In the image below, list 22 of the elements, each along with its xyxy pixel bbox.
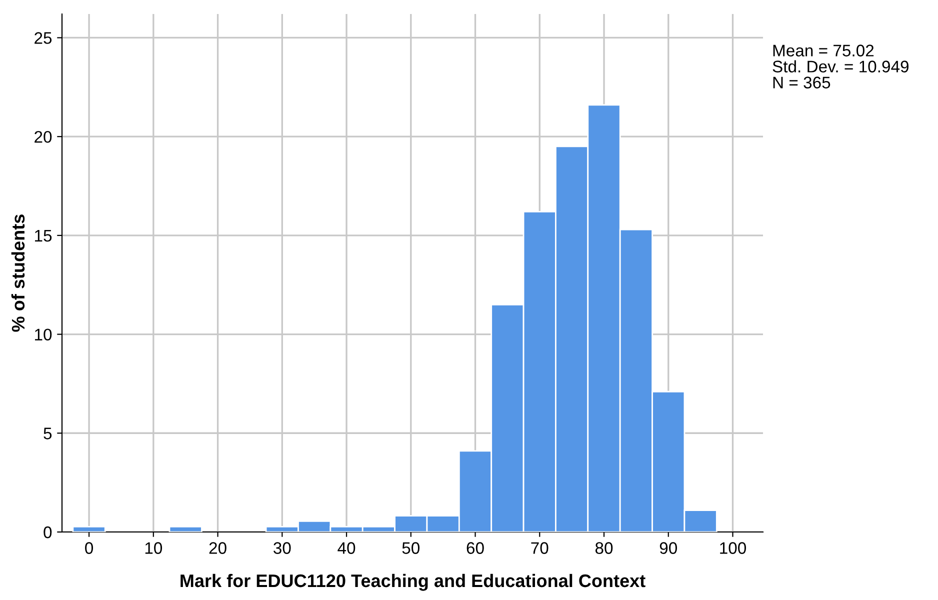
y-axis-title: % of students [11,214,25,332]
text: N = 365 [773,76,830,88]
x-tick-label: 30 [274,542,291,554]
x-tick-label: 80 [595,542,613,554]
y-tick-label: 25 [34,32,52,44]
x-tick-label: 70 [531,542,548,554]
y-tick-label: 15 [35,230,52,242]
y-tick-label: 20 [34,130,52,143]
y-tick-label: 0 [44,526,52,538]
y-tick-label: 10 [35,328,52,340]
x-tick-label: 100 [720,542,746,554]
text: Std. Dev. = 10.949 [772,60,908,72]
x-tick-label: 10 [145,542,162,554]
x-tick-label: 90 [660,542,677,554]
x-tick-label: 60 [466,542,484,554]
text: Mean = 75.02 [773,44,874,56]
x-axis-title: Mark for EDUC1120 Teaching and Educational Context [180,574,646,591]
x-tick-label: 50 [402,542,420,554]
x-tick-label: 40 [338,542,356,554]
x-tick-label: 20 [209,542,226,554]
y-tick-label: 5 [44,428,52,440]
x-tick-label: 0 [85,542,94,554]
